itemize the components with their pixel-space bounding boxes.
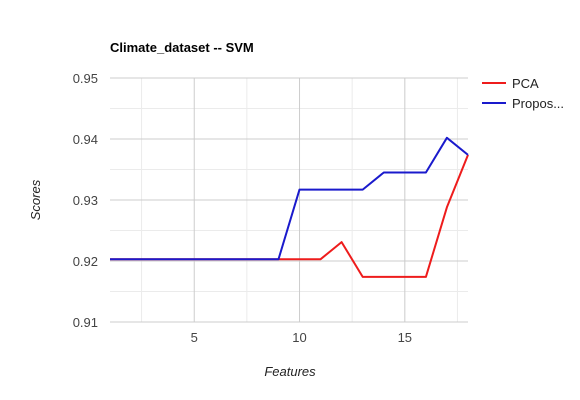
grid (110, 77, 468, 323)
legend-label-propos: Propos... (512, 96, 564, 111)
y-tick-label: 0.93 (73, 193, 98, 208)
y-tick-label: 0.92 (73, 254, 98, 269)
x-axis-label: Features (264, 364, 316, 379)
x-tick-label: 10 (292, 330, 306, 345)
x-tick-labels: 5 10 15 (191, 330, 412, 345)
y-tick-label: 0.94 (73, 132, 98, 147)
y-tick-labels: 0.91 0.92 0.93 0.94 0.95 (73, 71, 98, 330)
x-tick-label: 5 (191, 330, 198, 345)
series-line-propos (110, 136, 469, 261)
x-tick-label: 15 (398, 330, 412, 345)
series-lines (110, 136, 469, 278)
chart-title: Climate_dataset -- SVM (110, 40, 254, 55)
legend[interactable]: PCA Propos... (482, 76, 564, 111)
y-tick-label: 0.91 (73, 315, 98, 330)
legend-label-pca: PCA (512, 76, 539, 91)
y-axis-label: Scores (28, 179, 43, 220)
y-tick-label: 0.95 (73, 71, 98, 86)
